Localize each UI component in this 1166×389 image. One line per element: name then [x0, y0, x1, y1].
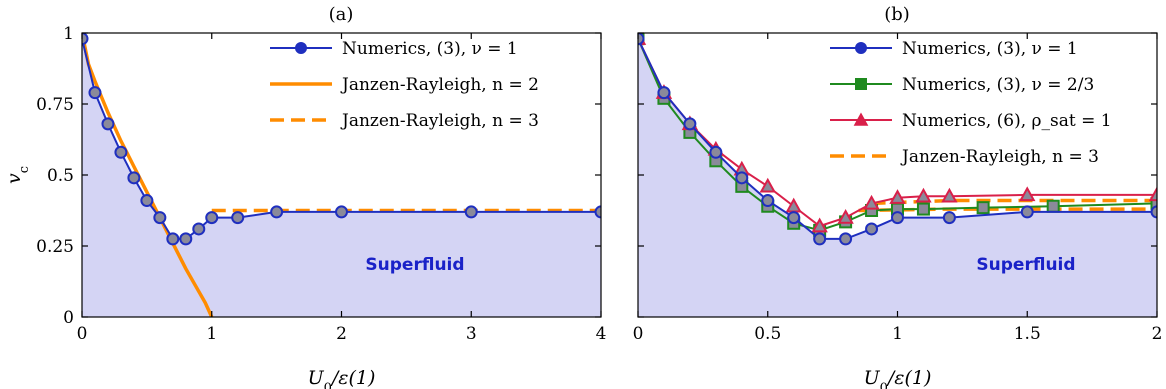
- legend-item-4-label: Janzen-Rayleigh, n = 3: [900, 147, 1099, 167]
- legend-item-2-marker: [855, 78, 867, 90]
- plot-area: [638, 33, 1157, 317]
- panel-a-plot: [82, 33, 601, 317]
- y-tick-label: 0.5: [47, 166, 74, 186]
- series-1-point: [166, 232, 180, 246]
- series-1-point: [787, 211, 801, 225]
- panel-a-title: (a): [329, 4, 354, 25]
- series-1-point: [638, 33, 645, 46]
- series-5-line: [871, 198, 1157, 206]
- panel-b-region-label: Superfluid: [976, 255, 1075, 275]
- legend-item-3-marker: [853, 112, 869, 126]
- series-2-point: [916, 202, 930, 216]
- series-1-point: [179, 232, 193, 246]
- legend-item-1-label: Numerics, (3), ν = 1: [342, 39, 518, 59]
- series-3-point: [941, 187, 958, 203]
- superfluid-region: [638, 38, 1157, 317]
- series-1-point: [127, 171, 141, 185]
- series-1-point: [101, 117, 115, 131]
- series-3-point: [759, 177, 776, 193]
- x-tick-label: 1.5: [1014, 324, 1041, 344]
- series-1-point: [594, 205, 601, 219]
- x-tick-label: 0: [633, 324, 644, 344]
- series-3-point: [1019, 186, 1036, 202]
- series-2-point: [976, 201, 990, 215]
- series-3-point: [837, 209, 854, 224]
- series-1-point: [140, 194, 154, 208]
- y-tick-label: 0.75: [36, 95, 74, 115]
- x-tick-label: 0.5: [754, 324, 781, 344]
- panel-b-legend: Numerics, (3), ν = 1 Numerics, (3), ν = 2…: [830, 39, 1112, 167]
- panel-a: 0 1 2 3 4 0 0.25 0.5 0.75 1 U0/ε(1) vc Numerics, (3…: [3, 4, 606, 389]
- series-1-point: [464, 205, 478, 219]
- series-1-point: [683, 117, 697, 131]
- legend-item-1-label: Numerics, (3), ν = 1: [902, 39, 1078, 59]
- series-1-point: [891, 211, 904, 225]
- legend-item-2-label: Janzen-Rayleigh, n = 2: [340, 75, 539, 95]
- series-1-point: [813, 232, 827, 246]
- y-tick-label: 1: [63, 24, 74, 44]
- series-1-point: [192, 222, 206, 236]
- legend-item-3-label: Janzen-Rayleigh, n = 3: [340, 111, 539, 131]
- y-tick-label: 0: [63, 308, 74, 328]
- series-3-point: [863, 194, 880, 210]
- panel-a-axes: 0 1 2 3 4 0 0.25 0.5 0.75 1 U0/ε(1) vc: [3, 24, 606, 389]
- series-1-point: [88, 86, 102, 100]
- legend-item-1-marker: [855, 42, 867, 54]
- legend-item-1-marker: [295, 42, 307, 54]
- series-1-point: [839, 232, 853, 246]
- series-1-point: [1150, 205, 1157, 219]
- panel-b-title: (b): [884, 4, 910, 25]
- legend-item-3-label: Numerics, (6), ρ_sat = 1: [902, 111, 1112, 131]
- x-tick-label: 1: [206, 324, 217, 344]
- series-1-point: [735, 171, 749, 185]
- series-1-point: [270, 205, 284, 219]
- legend-item-2-label: Numerics, (3), ν = 2/3: [902, 75, 1094, 95]
- series-1-point: [709, 145, 723, 159]
- series-1-point: [231, 211, 245, 225]
- series-3-point: [915, 187, 932, 203]
- x-tick-label: 1: [892, 324, 903, 344]
- series-1-point: [82, 33, 89, 46]
- series-1-point: [761, 194, 775, 208]
- series-1-point: [865, 222, 879, 236]
- x-tick-label: 3: [466, 324, 477, 344]
- panel-b: 0 0.5 1 1.5 2U0/ε(1) Numerics, (3), ν = 1Num…: [633, 4, 1163, 389]
- series-1-point: [335, 205, 348, 219]
- panel-b-axes: 0 0.5 1 1.5 2 U0/ε(1): [633, 32, 1163, 389]
- x-axis-title: U0/ε(1): [308, 367, 376, 389]
- x-tick-label: 0: [77, 324, 88, 344]
- x-axis-title: U0/ε(1): [864, 367, 932, 389]
- panel-b-plot: [638, 33, 1157, 317]
- series-1-point: [205, 211, 219, 225]
- x-tick-label: 4: [596, 324, 607, 344]
- y-axis-title: vc: [3, 166, 32, 184]
- series-1-point: [114, 145, 128, 159]
- series-2-point: [1150, 196, 1157, 210]
- series-1-point: [657, 86, 671, 100]
- series-2-line: [82, 33, 214, 317]
- series-1-point: [942, 211, 956, 225]
- series-3-point: [1148, 186, 1157, 202]
- series-1-point: [1020, 205, 1034, 219]
- series-3-point: [889, 189, 906, 204]
- panel-a-region-label: Superfluid: [365, 255, 464, 275]
- y-tick-label: 0.25: [36, 237, 74, 257]
- series-1-point: [153, 211, 167, 225]
- series-3-point: [811, 217, 828, 233]
- x-tick-label: 2: [336, 324, 347, 344]
- superfluid-region: [82, 38, 601, 317]
- plot-area: [82, 33, 601, 317]
- panel-a-legend: Numerics, (3), ν = 1 Janzen-Rayleigh, n =…: [270, 39, 539, 131]
- x-tick-label: 2: [1152, 324, 1163, 344]
- series-2-point: [1046, 199, 1060, 213]
